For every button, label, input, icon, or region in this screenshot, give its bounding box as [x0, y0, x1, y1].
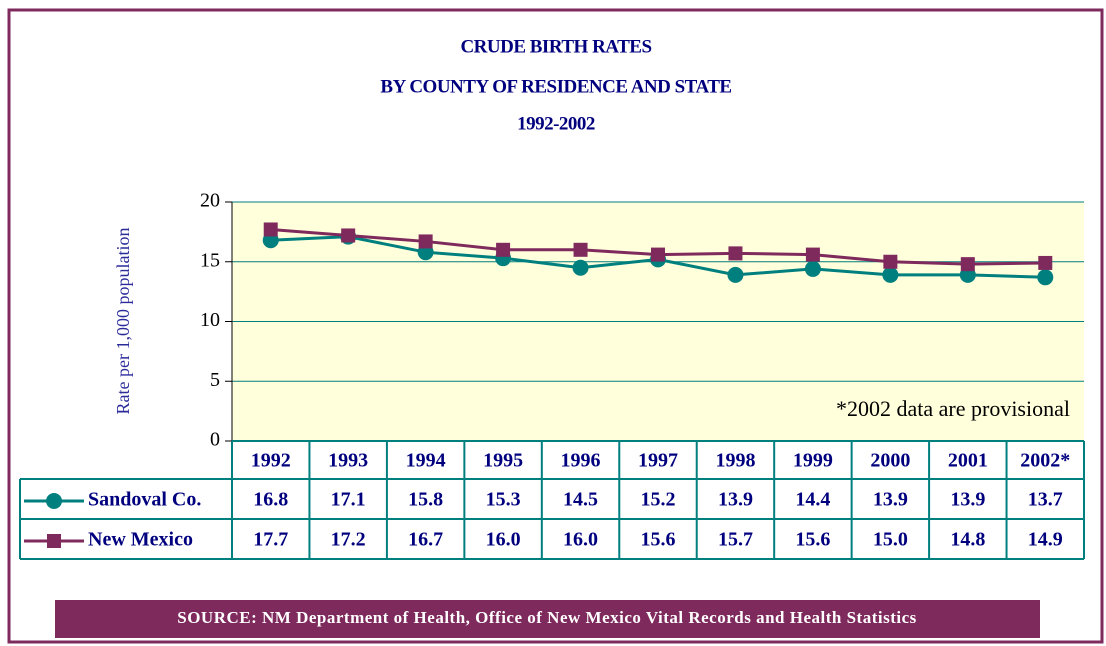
y-tick-label: 0 [210, 429, 220, 451]
point [263, 222, 278, 237]
y-tick-label: 10 [200, 309, 220, 331]
table-value: 15.6 [641, 529, 676, 551]
point [341, 228, 356, 243]
table-value: 16.8 [253, 489, 288, 511]
point [727, 266, 744, 283]
table-value: 13.7 [1028, 489, 1063, 511]
table-value: 15.2 [641, 489, 676, 511]
x-tick-label: 1993 [328, 450, 368, 472]
y-axis-label: Rate per 1,000 population [113, 228, 133, 415]
table-value: 15.6 [795, 529, 830, 551]
x-tick-label: 1999 [793, 450, 833, 472]
table-value: 15.3 [486, 489, 521, 511]
point [572, 259, 589, 276]
table-value: 17.2 [331, 529, 366, 551]
point [882, 266, 899, 283]
point [1037, 269, 1054, 286]
legend-marker [46, 493, 62, 509]
table-value: 14.5 [563, 489, 598, 511]
legend-label: New Mexico [88, 529, 193, 551]
table-value: 16.0 [486, 529, 521, 551]
table-value: 15.8 [408, 489, 443, 511]
x-tick-label: 2001 [948, 450, 988, 472]
point [496, 242, 511, 257]
table-value: 14.4 [795, 489, 830, 511]
point [651, 247, 665, 262]
table-value: 16.7 [408, 529, 443, 551]
annotation: *2002 data are provisional [836, 396, 1070, 421]
table-value: 13.9 [950, 489, 985, 511]
point [804, 260, 821, 277]
point [1038, 255, 1053, 270]
x-tick-label: 1992 [251, 450, 291, 472]
title-line: BY COUNTY OF RESIDENCE AND STATE [380, 76, 731, 97]
table-value: 15.0 [873, 529, 908, 551]
point [728, 246, 743, 261]
legend-label: Sandoval Co. [88, 489, 201, 511]
x-tick-label: 1995 [483, 450, 523, 472]
title-line: CRUDE BIRTH RATES [460, 36, 651, 57]
source-box [55, 600, 1040, 638]
title-line: 1992-2002 [517, 113, 595, 134]
point [960, 257, 975, 272]
table-value: 13.9 [873, 489, 908, 511]
source: SOURCE: NM Department of Health, Office … [177, 608, 917, 627]
x-tick-label: 1994 [406, 450, 446, 472]
table-value: 15.7 [718, 529, 753, 551]
point [573, 242, 588, 257]
y-tick-label: 20 [200, 190, 220, 212]
table-value: 13.9 [718, 489, 753, 511]
x-tick-label: 2002* [1020, 450, 1070, 472]
point [418, 234, 433, 249]
x-tick-label: 1996 [561, 450, 601, 472]
legend-marker [47, 534, 61, 548]
x-tick-label: 1998 [715, 450, 755, 472]
table-value: 17.1 [331, 489, 366, 511]
table-value: 16.0 [563, 529, 598, 551]
y-tick-label: 15 [200, 249, 220, 271]
y-tick-label: 5 [210, 369, 220, 391]
point [805, 247, 820, 262]
x-tick-label: 1997 [638, 450, 678, 472]
table-value: 14.8 [950, 529, 985, 551]
table-value: 14.9 [1028, 529, 1063, 551]
x-tick-label: 2000 [870, 450, 910, 472]
point [883, 254, 898, 269]
table-value: 17.7 [253, 529, 288, 551]
